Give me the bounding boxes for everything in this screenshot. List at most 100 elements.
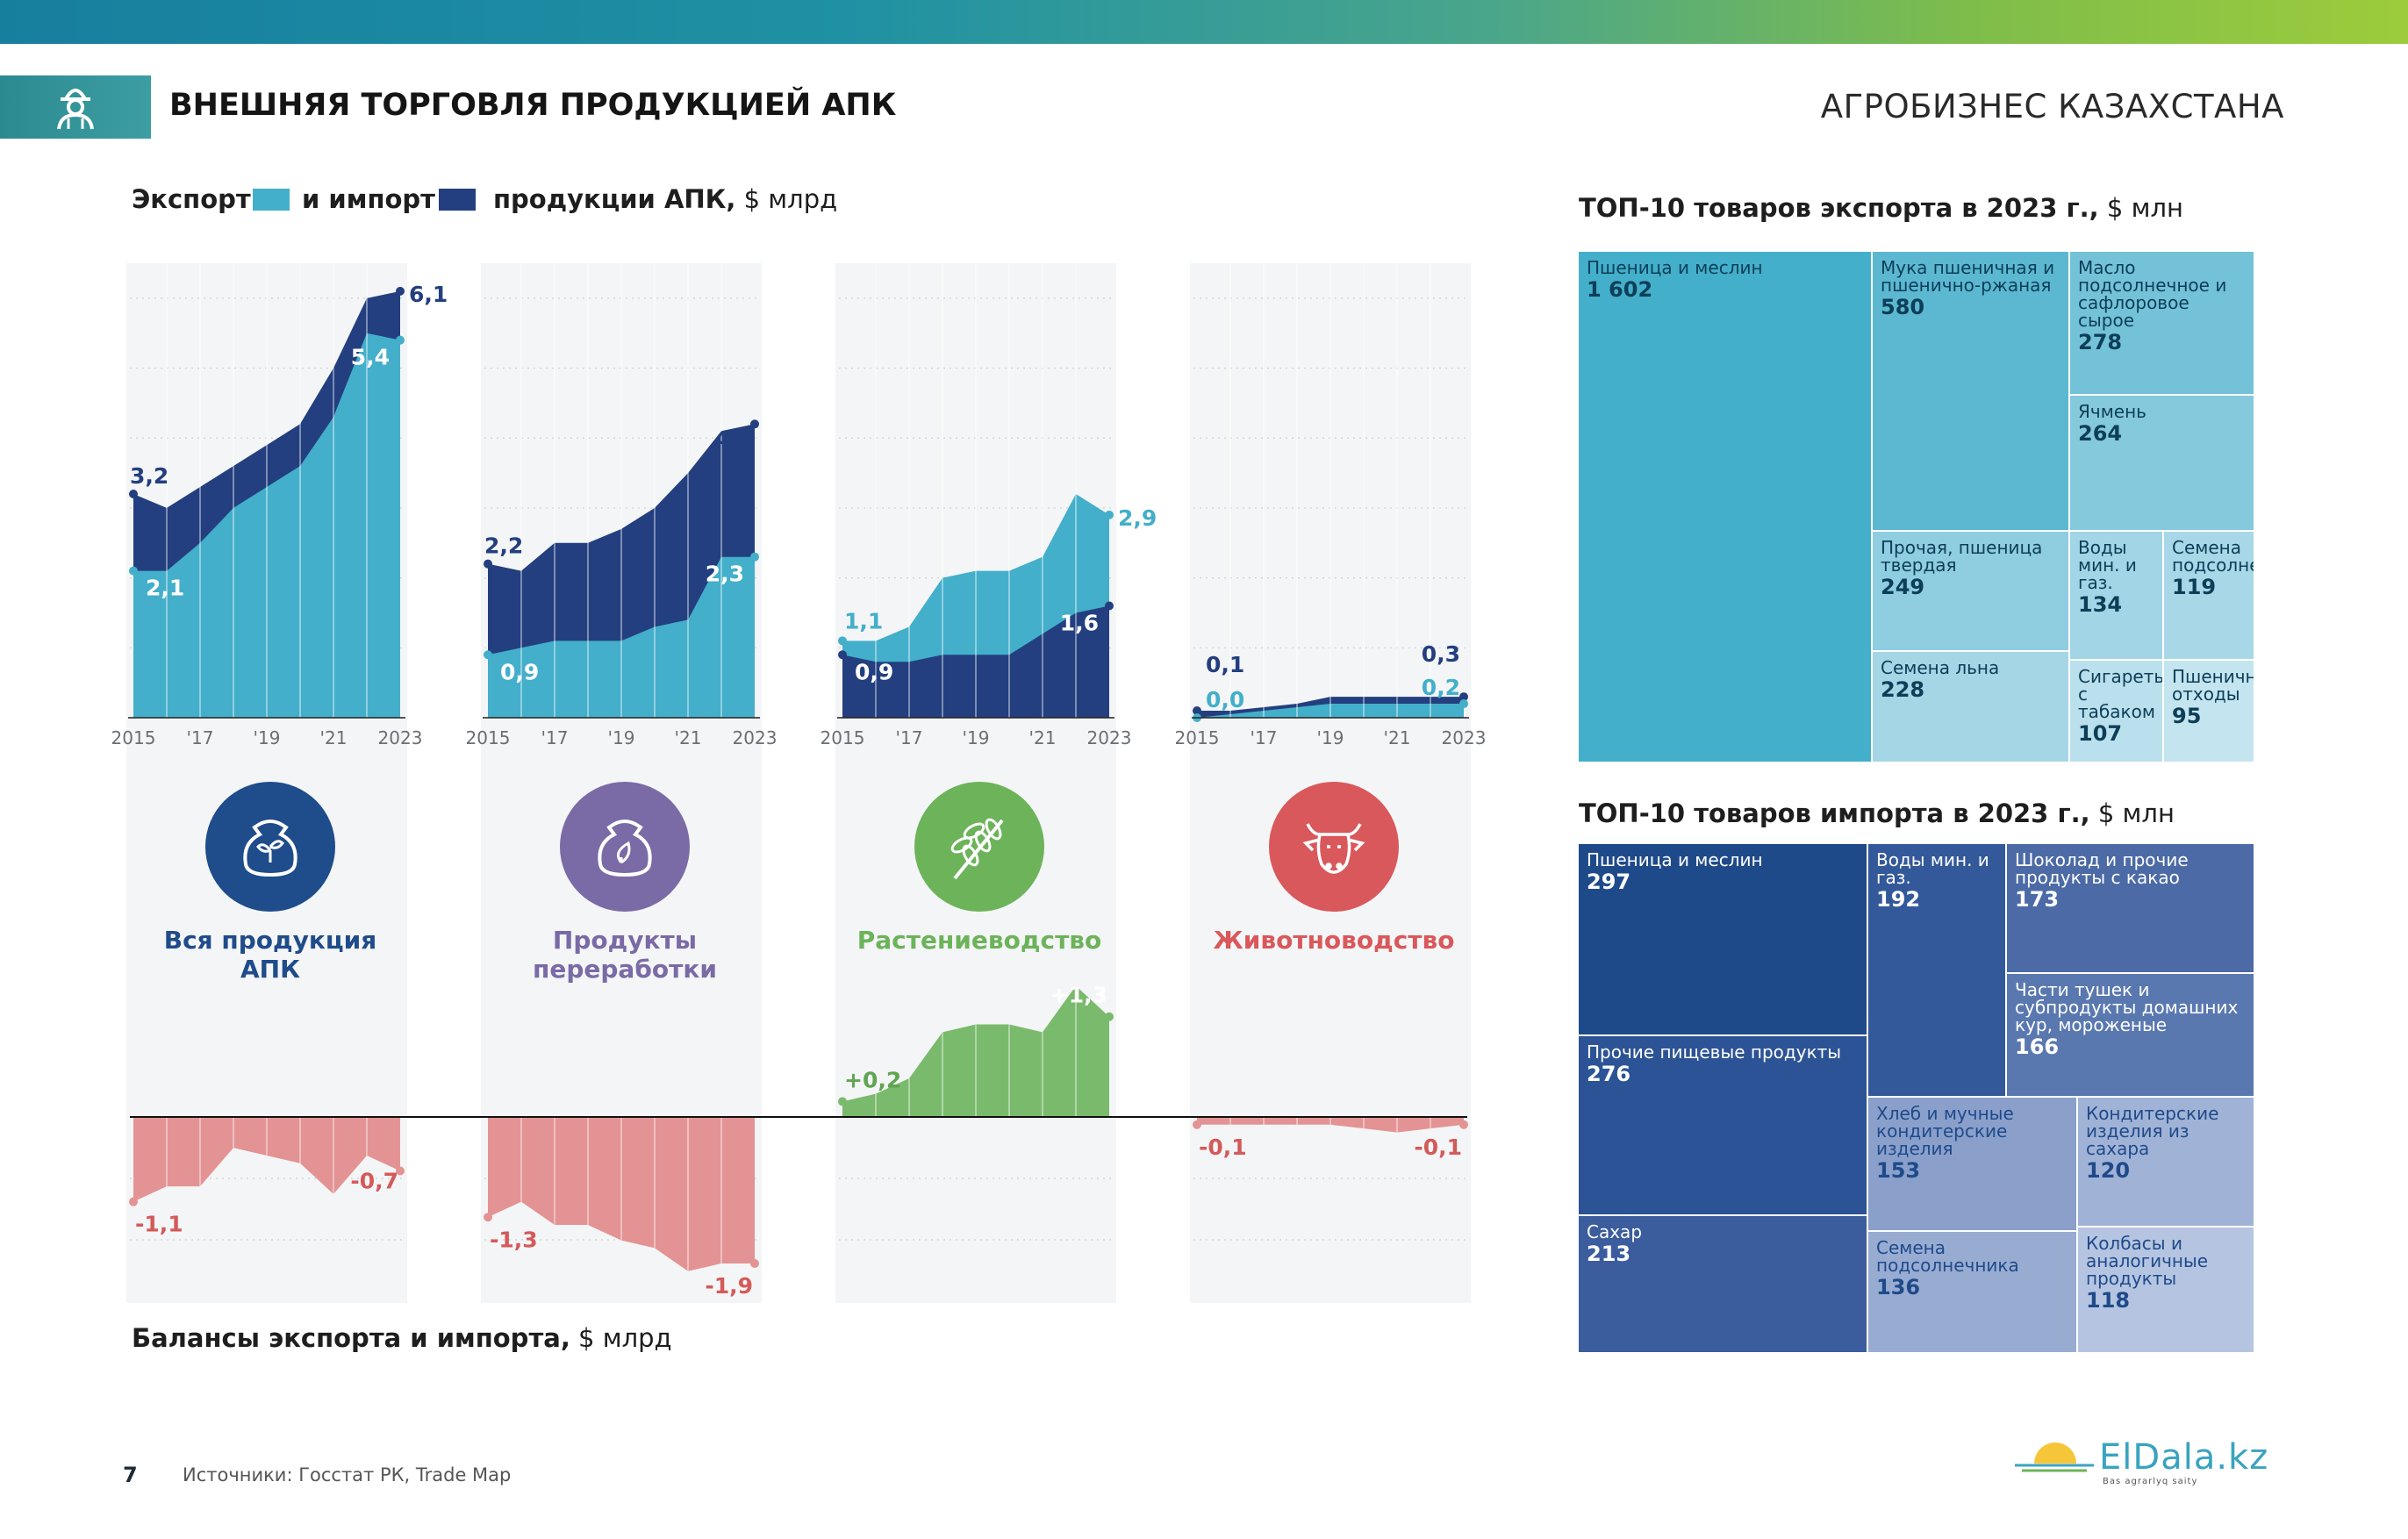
panel-1-balance-value-label: -1,1 <box>135 1212 183 1237</box>
import-treemap-item-name: Семена подсолнечника <box>1876 1237 2019 1276</box>
cow-icon <box>1269 782 1399 912</box>
header-tab <box>0 75 151 139</box>
import-treemap-item-value: 120 <box>2086 1158 2131 1183</box>
export-treemap-cell: Сигареты с табаком 107 <box>2070 661 2162 762</box>
panel-2-balance-marker <box>750 1259 759 1268</box>
panel-3-balance-value-label: +0,2 <box>844 1067 901 1092</box>
export-treemap-item-name: Масло подсолнечное и сафлоровое сырое <box>2078 257 2227 331</box>
category-label: Животноводство <box>1213 926 1455 955</box>
export-treemap-item-value: 1 602 <box>1587 277 1653 302</box>
import-treemap-item-name: Воды мин. и газ. <box>1876 849 1989 888</box>
panel-1-balance-marker <box>396 1166 405 1176</box>
import-treemap-item-name: Сахар <box>1587 1221 1643 1242</box>
panel-4-x-tick-label: 2015 <box>1175 727 1220 748</box>
export-treemap-item-name: Ячмень <box>2078 401 2146 422</box>
panel-3-x-tick-label: 2023 <box>1087 727 1132 748</box>
import-treemap-item-value: 297 <box>1587 870 1631 894</box>
import-treemap-cell: Прочие пищевые продукты 276 <box>1579 1036 1867 1214</box>
export-top-title: ТОП-10 товаров экспорта в 2023 г., $ млн <box>1579 193 2183 223</box>
panel-2-x-tick-label: '21 <box>675 727 702 748</box>
export-treemap-item-name: Воды мин. и газ. <box>2078 537 2137 593</box>
panel-3-import-value-label: 0,9 <box>855 659 893 684</box>
wheat-icon <box>914 782 1044 912</box>
sack-leaf-icon <box>560 782 690 912</box>
export-top-title-bold: ТОП-10 товаров экспорта в 2023 г., <box>1579 193 2099 223</box>
import-top-title-bold: ТОП-10 товаров импорта в 2023 г., <box>1579 798 2090 828</box>
export-treemap-item-name: Прочая, пшеница твердая <box>1881 537 2043 576</box>
logo-tagline: Bas agrarlyq saity <box>2103 1477 2198 1486</box>
panel-4-import-marker <box>1459 692 1468 702</box>
import-treemap-cell: Сахар 213 <box>1579 1216 1867 1352</box>
import-treemap-cell: Колбасы и аналогичные продукты 118 <box>2078 1228 2254 1352</box>
balance-title-unit: $ млрд <box>570 1323 672 1353</box>
panel-4-export-marker <box>1459 699 1468 709</box>
panel-3-export-value-label: 2,9 <box>1118 505 1157 531</box>
legend-export-label: Экспорт <box>132 184 251 214</box>
panel-4-import-marker <box>1193 706 1201 716</box>
panel-4-x-tick-label: '19 <box>1317 727 1344 748</box>
legend-import-label: и импорт <box>302 184 435 214</box>
legend-import-swatch <box>439 189 476 211</box>
export-treemap-item-value: 107 <box>2078 721 2123 746</box>
panel-3-import-value-label: 1,6 <box>1060 610 1099 635</box>
panel-2-x-tick-label: '19 <box>608 727 635 748</box>
balance-title: Балансы экспорта и импорта, $ млрд <box>132 1323 672 1353</box>
panel-1-x-tick-label: 2015 <box>111 727 156 748</box>
panel-4-balance-value-label: -0,1 <box>1199 1135 1247 1160</box>
export-treemap-item-value: 119 <box>2172 575 2217 599</box>
panel-2-import-marker <box>484 559 492 569</box>
import-treemap-cell: Семена подсолнечника 136 <box>1868 1232 2076 1352</box>
import-treemap-item-name: Шоколад и прочие продукты с какао <box>2015 849 2189 888</box>
panel-1-import-marker <box>396 286 405 296</box>
panel-2-import-value-label: 4,2 <box>714 426 753 452</box>
import-treemap-item-value: 173 <box>2015 887 2060 912</box>
page-number: 7 <box>123 1463 138 1487</box>
panel-3-balance-value-label: +1,3 <box>1050 983 1107 1008</box>
export-treemap-cell: Мука пшеничная и пшенично-ржаная 580 <box>1873 252 2068 530</box>
panel-2-balance-value-label: -1,9 <box>705 1273 753 1299</box>
export-treemap-cell: Семена подсолнечника119 <box>2164 532 2254 659</box>
export-treemap-cell: Ячмень 264 <box>2070 396 2254 530</box>
panel-2-import-marker <box>750 419 759 429</box>
panel-3-export-value-label: 1,1 <box>844 608 883 633</box>
import-treemap-item-value: 192 <box>1876 887 1921 912</box>
import-treemap-cell: Воды мин. и газ. 192 <box>1868 844 2005 1096</box>
legend-export-swatch <box>253 189 290 211</box>
farmer-icon <box>57 89 94 130</box>
import-top-title: ТОП-10 товаров импорта в 2023 г., $ млн <box>1579 798 2175 828</box>
export-treemap-item-name: Семена подсолнечника <box>2172 537 2254 576</box>
import-top-title-unit: $ млн <box>2089 798 2175 828</box>
import-treemap-item-value: 213 <box>1587 1242 1631 1266</box>
export-treemap-item-name: Пшеница и меслин <box>1587 257 1763 278</box>
panel-4-export-value-label: 0,0 <box>1206 687 1244 712</box>
export-treemap-item-value: 249 <box>1881 575 1925 599</box>
panel-2-balance-value-label: -1,3 <box>490 1227 538 1252</box>
legend-suffix-bold: продукции АПК, <box>493 184 736 214</box>
panel-2-x-tick-label: 2015 <box>466 727 511 748</box>
import-treemap-item-name: Колбасы и аналогичные продукты <box>2086 1233 2209 1289</box>
import-treemap-cell: Шоколад и прочие продукты с какао 173 <box>2007 844 2254 972</box>
import-treemap-cell: Кондитерские изделия из сахара 120 <box>2078 1098 2254 1226</box>
import-treemap-item-value: 166 <box>2015 1034 2060 1059</box>
category-label: Продукты переработки <box>533 926 717 984</box>
category-label: Растениеводство <box>856 926 1102 955</box>
import-treemap-item-value: 136 <box>1876 1275 1921 1299</box>
panel-3-balance-marker <box>1105 1012 1114 1021</box>
panel-3-x-tick-label: '21 <box>1029 727 1057 748</box>
export-treemap-cell: Семена льна 228 <box>1873 652 2068 762</box>
import-treemap-item-name: Кондитерские изделия из сахара <box>2086 1103 2219 1159</box>
panel-1-x-tick-label: 2023 <box>378 727 423 748</box>
export-treemap-cell: Прочая, пшеница твердая 249 <box>1873 532 2068 650</box>
panel-1-x-tick-label: '17 <box>187 727 214 748</box>
panel-2-export-marker <box>750 552 759 562</box>
logo-text[interactable]: ElDala.kz <box>2099 1437 2269 1478</box>
category-label: Вся продукция АПК <box>163 926 377 984</box>
panel-3-export-marker <box>838 636 847 646</box>
panel-1-export-value-label: 2,1 <box>146 576 184 601</box>
panel-4-balance-value-label: -0,1 <box>1414 1135 1462 1160</box>
balance-title-bold: Балансы экспорта и импорта, <box>132 1323 570 1353</box>
panel-1-export-value-label: 5,4 <box>351 345 390 370</box>
panel-4-balance-marker <box>1193 1120 1201 1129</box>
panel-1-balance-value-label: -0,7 <box>350 1169 398 1194</box>
